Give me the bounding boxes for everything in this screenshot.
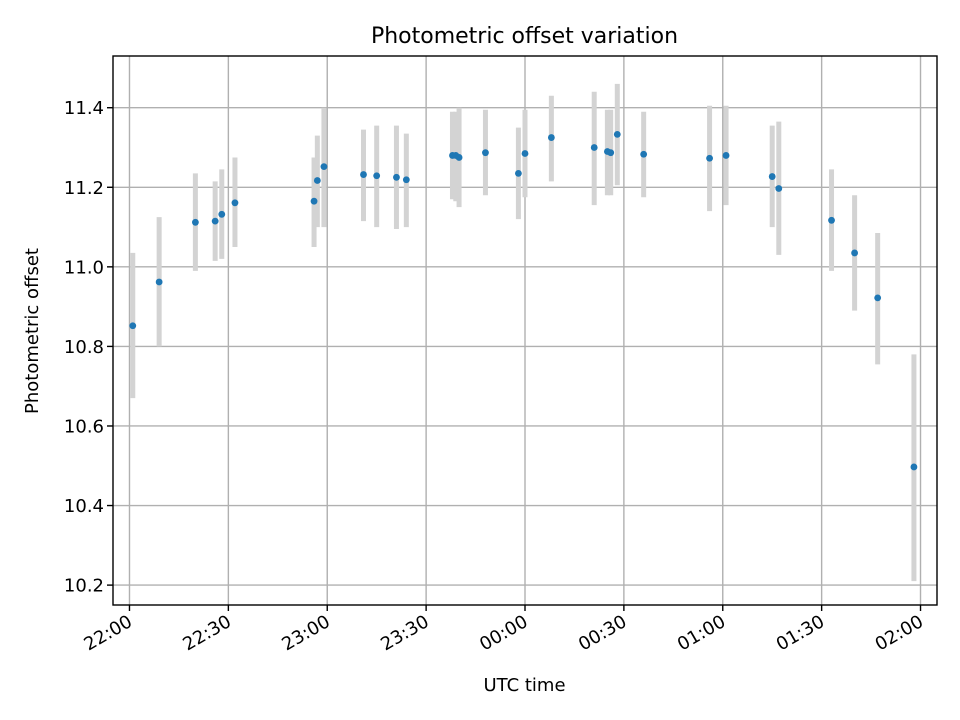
x-tick-label: 00:00 (476, 611, 531, 655)
data-point (613, 130, 621, 138)
data-point (640, 150, 648, 158)
x-tick-label: 01:30 (773, 611, 828, 655)
data-point (211, 217, 219, 225)
y-tick-label: 10.4 (64, 496, 104, 517)
y-axis-label: Photometric offset (22, 248, 43, 414)
data-point (768, 173, 776, 180)
data-point (590, 144, 598, 151)
data-point (828, 216, 835, 224)
data-point (360, 171, 367, 178)
x-tick-label: 01:00 (674, 611, 729, 655)
y-tick-label: 10.8 (64, 337, 104, 358)
data-point (547, 134, 555, 141)
x-tick-label: 22:30 (179, 611, 234, 655)
data-point (129, 322, 137, 330)
chart-title: Photometric offset variation (371, 24, 678, 49)
data-point (231, 199, 239, 207)
y-tick-label: 10.2 (64, 576, 104, 597)
data-point (607, 149, 615, 157)
y-tick-label: 11.4 (64, 98, 104, 119)
data-point (851, 249, 858, 257)
data-point (722, 152, 730, 159)
data-point (521, 150, 529, 157)
data-point (218, 210, 226, 218)
data-point (192, 218, 199, 226)
data-point (515, 169, 522, 177)
data-point (482, 149, 489, 157)
data-point (313, 177, 321, 184)
grid-lines (113, 56, 937, 605)
data-point (455, 154, 463, 161)
data-point (706, 154, 713, 162)
data-point (320, 163, 328, 170)
data-point (373, 172, 381, 180)
y-tick-label: 10.6 (64, 416, 104, 437)
data-point (402, 176, 410, 184)
x-tick-label: 00:30 (575, 611, 630, 655)
x-tick-label: 22:00 (81, 611, 136, 655)
data-points (129, 130, 918, 471)
x-tick-label: 02:00 (872, 611, 927, 655)
data-point (310, 197, 318, 205)
y-tick-label: 11.0 (64, 257, 104, 278)
data-point (393, 173, 400, 181)
y-tick-label: 11.2 (64, 178, 104, 199)
data-point (910, 463, 918, 471)
x-axis-label: UTC time (483, 675, 565, 696)
error-bars (130, 83, 917, 582)
data-point (775, 185, 783, 192)
data-point (874, 294, 882, 302)
data-point (155, 278, 163, 286)
x-tick-label: 23:30 (377, 611, 432, 655)
x-tick-label: 23:00 (278, 611, 333, 655)
